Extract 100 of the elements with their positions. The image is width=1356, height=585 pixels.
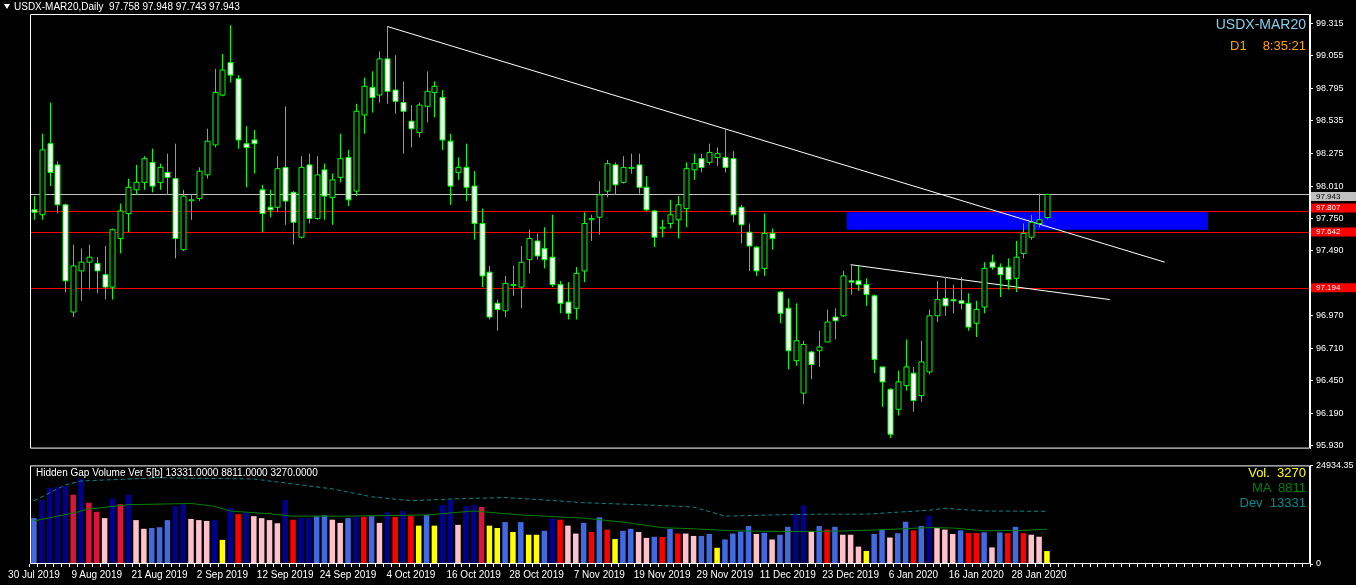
annotation: 8:35:21 [1262, 38, 1306, 54]
y-tick-label: 99.315 [1316, 17, 1344, 28]
bar [910, 530, 917, 564]
y-tick-label: 0 [1316, 558, 1322, 569]
x-tick-label: 16 Oct 2019 [446, 568, 502, 580]
bar [604, 529, 610, 564]
y-tick-label: 99.055 [1316, 50, 1344, 61]
bar [243, 512, 249, 564]
annotation: Vol. 3270 [1248, 465, 1306, 481]
bar [785, 526, 791, 564]
x-tick-label: 11 Dec 2019 [759, 568, 817, 580]
x-tick-label: 12 Sep 2019 [256, 568, 315, 580]
bar [926, 515, 932, 564]
y-tick-label: 98.275 [1316, 147, 1344, 158]
chart-title: USDX-MAR20,Daily 97.758 97.948 97.743 97.943 [14, 0, 241, 12]
ref-line-label: 97.642 [1316, 227, 1342, 237]
bar [101, 518, 108, 564]
chart-title: Hidden Gap Volume Ver 5[b] 13331.0000 8811.0000 3270.0000 [36, 467, 319, 479]
bar [816, 526, 822, 564]
x-tick-label: 21 Aug 2019 [131, 568, 189, 580]
bar [659, 537, 665, 564]
bar [965, 533, 972, 564]
bar [973, 533, 980, 564]
bar [989, 547, 995, 564]
bar [840, 534, 846, 564]
bar [94, 511, 100, 564]
bar [494, 528, 500, 564]
bar [392, 516, 398, 564]
annotation: Dev 13331 [1239, 495, 1306, 511]
bar [156, 527, 163, 564]
bar [188, 518, 194, 564]
y-tick-label: 98.795 [1316, 82, 1344, 93]
bar [706, 533, 713, 564]
bar [31, 518, 37, 564]
y-tick-label: 97.490 [1316, 245, 1344, 256]
bar [376, 522, 383, 564]
x-tick-label: 24 Sep 2019 [319, 568, 377, 580]
bar [196, 520, 202, 564]
annotation: USDX-MAR20 [1215, 15, 1307, 32]
bar [125, 494, 131, 564]
bar [164, 520, 171, 564]
bar [266, 520, 273, 564]
bar [580, 522, 587, 564]
x-tick-label: 7 Nov 2019 [573, 568, 626, 580]
bar [148, 528, 155, 564]
bar [282, 499, 288, 564]
bar [557, 519, 563, 564]
bar [290, 519, 296, 564]
y-tick-label: 96.190 [1316, 407, 1344, 418]
bar [133, 520, 139, 564]
bar [345, 518, 351, 564]
bar [172, 506, 179, 564]
bar [894, 533, 901, 564]
y-tick-label: 24934.35 [1316, 459, 1354, 470]
bar [612, 539, 618, 564]
y-tick-label: 97.750 [1316, 213, 1344, 223]
bar [730, 533, 736, 564]
x-tick-label: 6 Jan 2020 [888, 568, 939, 580]
bar [667, 528, 673, 564]
ref-line-label: 97.807 [1316, 203, 1342, 213]
ref-line-label: 97.194 [1316, 283, 1342, 293]
bar [714, 547, 720, 564]
x-tick-label: 28 Jan 2020 [1011, 568, 1068, 580]
bar [39, 499, 45, 564]
bar [777, 534, 783, 564]
x-tick-label: 29 Nov 2019 [696, 568, 754, 580]
bar [360, 516, 367, 564]
bar [722, 539, 728, 564]
bar [70, 494, 76, 564]
bar [942, 529, 948, 564]
bar [298, 518, 304, 564]
bar [1028, 534, 1034, 564]
x-tick-label: 28 Oct 2019 [509, 568, 565, 580]
bar [949, 533, 956, 564]
x-tick-label: 23 Dec 2019 [822, 568, 880, 580]
bar [769, 539, 775, 564]
bar [337, 522, 343, 564]
bar [502, 522, 508, 564]
y-tick-label: 98.010 [1316, 180, 1344, 191]
bar [620, 530, 626, 564]
x-tick-label: 19 Nov 2019 [633, 568, 691, 580]
x-tick-label: 16 Jan 2020 [948, 568, 1005, 580]
bar [573, 533, 579, 564]
bar [258, 518, 265, 564]
y-tick-label: 98.535 [1316, 115, 1344, 126]
bar [408, 516, 414, 564]
bar [274, 523, 281, 564]
bar [211, 520, 218, 564]
bar [1036, 536, 1042, 564]
x-tick-label: 4 Oct 2019 [386, 568, 436, 580]
annotation: MA 8811 [1252, 480, 1306, 496]
bar [997, 532, 1003, 564]
bar [1004, 533, 1011, 564]
bar [1020, 533, 1027, 564]
bar [368, 516, 375, 564]
bar [227, 508, 233, 564]
bar [824, 529, 830, 564]
bar [180, 504, 186, 564]
bar [78, 478, 84, 564]
bar [235, 514, 241, 564]
